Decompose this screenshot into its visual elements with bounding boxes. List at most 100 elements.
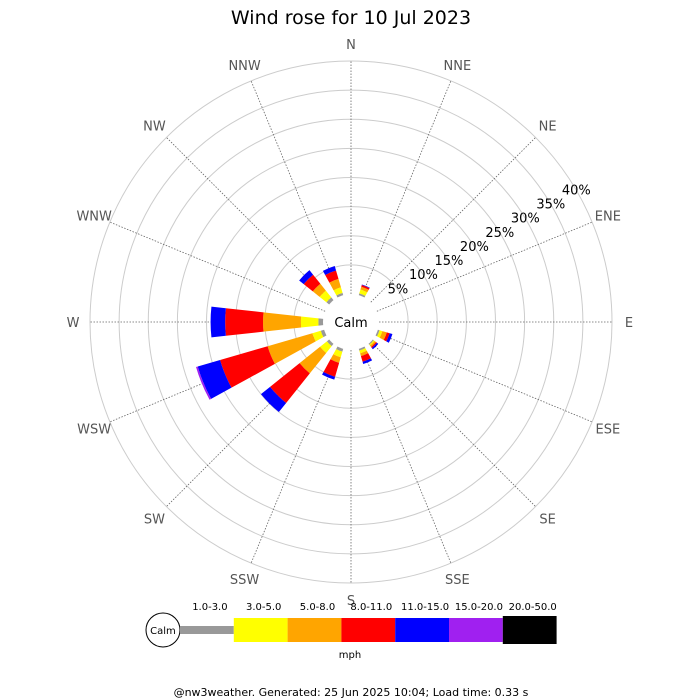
legend-swatch-1	[233, 618, 288, 642]
legend-bin-label: 20.0-50.0	[509, 602, 557, 613]
legend-bin-label: 5.0-8.0	[300, 602, 335, 613]
speed-legend: Calm 1.0-3.0 3.0-5.0 5.0-8.0 8.0-11.0 11.0-15…	[145, 602, 557, 661]
legend-swatch-4	[395, 618, 449, 642]
wedge-se-bin-1	[369, 340, 375, 346]
direction-label-nne: NNE	[444, 59, 472, 74]
legend-units: mph	[339, 650, 361, 661]
ring-label: 15%	[434, 254, 463, 269]
wedge-wsw-bin-5	[196, 366, 212, 400]
grid-ring	[89, 60, 613, 584]
legend-swatch-5	[449, 618, 503, 642]
direction-label-s: S	[347, 594, 355, 609]
direction-label-sw: SW	[144, 513, 165, 528]
wedge-sw-bin-0	[326, 339, 334, 347]
wedge-wsw-bin-4	[197, 360, 232, 399]
wedge-ssw-bin-4	[322, 372, 336, 380]
direction-labels: N NNE NE ENE E ESE SE SSE S SSW SW WSW W WNW NW NNW	[67, 38, 634, 609]
grid-ring	[176, 147, 526, 497]
wedge-sse-bin-1	[359, 348, 367, 354]
direction-label-sse: SSE	[445, 573, 470, 588]
legend-calm-label: Calm	[150, 626, 176, 637]
wedge-sw-bin-1	[320, 341, 332, 353]
ring-label: 35%	[536, 198, 565, 213]
wedge-nw-bin-4	[299, 270, 314, 285]
wedge-w-bin-3	[225, 308, 264, 336]
direction-label-nnw: NNW	[228, 59, 260, 74]
grid-ring	[118, 89, 584, 555]
direction-label-ssw: SSW	[230, 573, 260, 588]
direction-label-ese: ESE	[595, 422, 620, 437]
wedge-nnw-bin-4	[322, 266, 337, 276]
calm-circle	[325, 296, 377, 348]
wedge-sse-bin-3	[360, 353, 371, 362]
legend-bin-label: 8.0-11.0	[350, 602, 392, 613]
direction-label-w: W	[67, 316, 80, 331]
ring-label: 5%	[388, 282, 409, 297]
direction-label-wsw: WSW	[77, 422, 111, 437]
ring-label: 25%	[485, 226, 514, 241]
wedge-nw-bin-3	[303, 274, 321, 292]
wedge-ese-bin-1	[377, 330, 383, 338]
wedge-se-bin-3	[371, 342, 377, 348]
wedge-sse-bin-4	[362, 358, 373, 364]
wedge-w-bin-4	[210, 306, 226, 338]
wind-wedges	[196, 266, 393, 413]
wedge-nw-bin-1	[319, 290, 332, 303]
legend-swatch-3	[341, 618, 396, 642]
wedge-sw-bin-3	[270, 363, 310, 403]
wedge-w-bin-1	[300, 316, 319, 328]
wedge-ese-bin-3	[383, 332, 390, 342]
ring-label: 10%	[409, 268, 438, 283]
wedge-nne-bin-2	[360, 286, 369, 293]
legend-bin-label: 15.0-20.0	[455, 602, 503, 613]
legend-bin-label: 1.0-3.0	[192, 602, 227, 613]
direction-label-e: E	[625, 316, 633, 331]
wedge-ssw-bin-0	[336, 346, 344, 352]
wedge-nw-bin-2	[312, 283, 326, 297]
wedge-nnw-bin-0	[336, 292, 344, 298]
wedge-ese-bin-2	[379, 331, 387, 340]
wedge-se-bin-2	[369, 340, 377, 348]
legend-swatch-6	[502, 616, 557, 644]
wedge-w-bin-2	[263, 312, 302, 332]
ring-label: 20%	[460, 240, 489, 255]
wedge-wsw-bin-3	[220, 346, 275, 388]
wedge-nnw-bin-1	[333, 287, 343, 296]
wedge-nnw-bin-2	[329, 278, 341, 291]
ring-labels: 5%10%15%20%25%30%35%40%	[388, 183, 591, 297]
calm-label: Calm	[334, 316, 367, 331]
wedge-ese-bin-0	[375, 329, 380, 337]
wedge-se-bin-0	[368, 339, 374, 345]
wedge-wsw-bin-2	[267, 333, 316, 364]
calm-center: Calm	[325, 296, 377, 348]
wedge-nne-bin-4	[361, 284, 370, 289]
wedge-ese-bin-4	[386, 333, 393, 343]
footer-text: @nw3weather. Generated: 25 Jun 2025 10:0…	[174, 686, 529, 699]
direction-label-wnw: WNW	[76, 210, 112, 225]
wedge-ssw-bin-1	[333, 349, 343, 358]
wedge-nw-bin-0	[326, 297, 334, 305]
direction-label-ene: ENE	[595, 210, 621, 225]
wedge-ssw-bin-3	[323, 359, 340, 377]
spoke-wnw	[109, 221, 326, 312]
wedge-wsw-bin-1	[312, 330, 324, 342]
direction-label-nw: NW	[143, 119, 166, 134]
polar-grid	[89, 60, 613, 584]
wedge-nne-bin-3	[361, 285, 370, 290]
direction-label-ne: NE	[539, 119, 557, 134]
wedge-wsw-bin-0	[320, 329, 327, 338]
wedge-nne-bin-1	[359, 289, 368, 296]
direction-label-se: SE	[539, 513, 555, 528]
legend-swatch-0	[180, 626, 234, 634]
wedge-sw-bin-4	[260, 386, 287, 413]
wedge-sse-bin-2	[360, 350, 369, 357]
wedge-sw-bin-2	[299, 346, 327, 374]
ring-label: 40%	[562, 183, 591, 198]
ring-label: 30%	[511, 212, 540, 227]
wedge-w-bin-0	[318, 318, 324, 326]
chart-title: Wind rose for 10 Jul 2023	[231, 7, 471, 29]
wedge-nne-bin-0	[358, 293, 366, 298]
wedge-se-bin-4	[371, 342, 379, 350]
spoke-nnw	[250, 80, 341, 297]
